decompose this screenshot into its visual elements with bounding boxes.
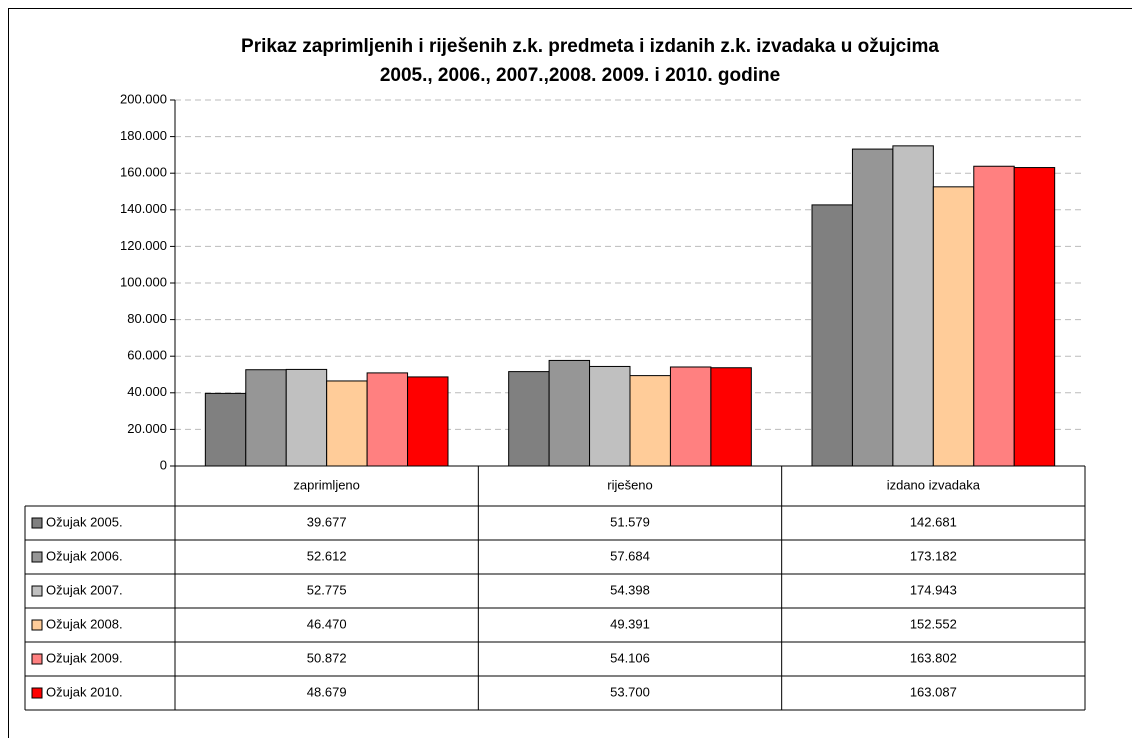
table-value: 54.106: [610, 650, 650, 665]
bar: [285, 368, 328, 467]
chart-title: Prikaz zaprimljenih i riješenih z.k. pre…: [241, 36, 939, 57]
y-tick-label: 80.000: [127, 311, 167, 326]
legend-label: Ožujak 2010.: [46, 684, 123, 699]
y-tick-label: 120.000: [120, 238, 167, 253]
bar: [1013, 167, 1056, 467]
legend-swatch: [31, 551, 43, 563]
table-value: 53.700: [610, 684, 650, 699]
table-value: 142.681: [910, 514, 957, 529]
bar: [629, 375, 671, 467]
legend-swatch: [31, 585, 43, 597]
table-value: 50.872: [307, 650, 347, 665]
legend-label: Ožujak 2008.: [46, 616, 123, 631]
x-tick-label: riješeno: [607, 477, 653, 492]
bar: [407, 376, 449, 467]
y-tick-label: 180.000: [120, 128, 167, 143]
y-tick-label: 160.000: [120, 165, 167, 180]
bar: [851, 148, 894, 467]
bar: [589, 365, 631, 467]
bar: [366, 372, 409, 467]
y-tick-label: 140.000: [120, 201, 167, 216]
bar: [326, 380, 368, 467]
y-tick-label: 100.000: [120, 274, 167, 289]
bar: [548, 359, 591, 467]
table-value: 57.684: [610, 548, 650, 563]
y-tick-label: 0: [160, 457, 167, 472]
table-value: 39.677: [307, 514, 347, 529]
bar: [669, 366, 712, 467]
legend-label: Ožujak 2005.: [46, 514, 123, 529]
table-value: 54.398: [610, 582, 650, 597]
legend-label: Ožujak 2006.: [46, 548, 123, 563]
y-tick-label: 200.000: [120, 91, 167, 106]
bar: [245, 369, 287, 467]
table-value: 174.943: [910, 582, 957, 597]
bar: [710, 367, 752, 467]
table-value: 152.552: [910, 616, 957, 631]
table-value: 51.579: [610, 514, 650, 529]
y-tick-label: 40.000: [127, 384, 167, 399]
table-value: 52.612: [307, 548, 347, 563]
legend-label: Ožujak 2009.: [46, 650, 123, 665]
y-tick-label: 60.000: [127, 348, 167, 363]
legend-swatch: [31, 517, 43, 529]
bar: [932, 186, 975, 467]
bar: [811, 204, 853, 467]
legend-label: Ožujak 2007.: [46, 582, 123, 597]
table-value: 49.391: [610, 616, 650, 631]
bar: [892, 145, 934, 467]
chart-title: 2005., 2006., 2007.,2008. 2009. i 2010. …: [380, 65, 780, 86]
y-tick-label: 20.000: [127, 421, 167, 436]
bar: [204, 392, 247, 467]
table-value: 52.775: [307, 582, 347, 597]
legend-swatch: [31, 653, 43, 665]
table-value: 46.470: [307, 616, 347, 631]
bar: [973, 165, 1015, 467]
table-value: 173.182: [910, 548, 957, 563]
table-value: 163.802: [910, 650, 957, 665]
table-value: 48.679: [307, 684, 347, 699]
bar: [508, 371, 550, 467]
x-tick-label: zaprimljeno: [293, 477, 359, 492]
legend-swatch: [31, 619, 43, 631]
x-tick-label: izdano izvadaka: [887, 477, 981, 492]
legend-swatch: [31, 687, 43, 699]
table-value: 163.087: [910, 684, 957, 699]
